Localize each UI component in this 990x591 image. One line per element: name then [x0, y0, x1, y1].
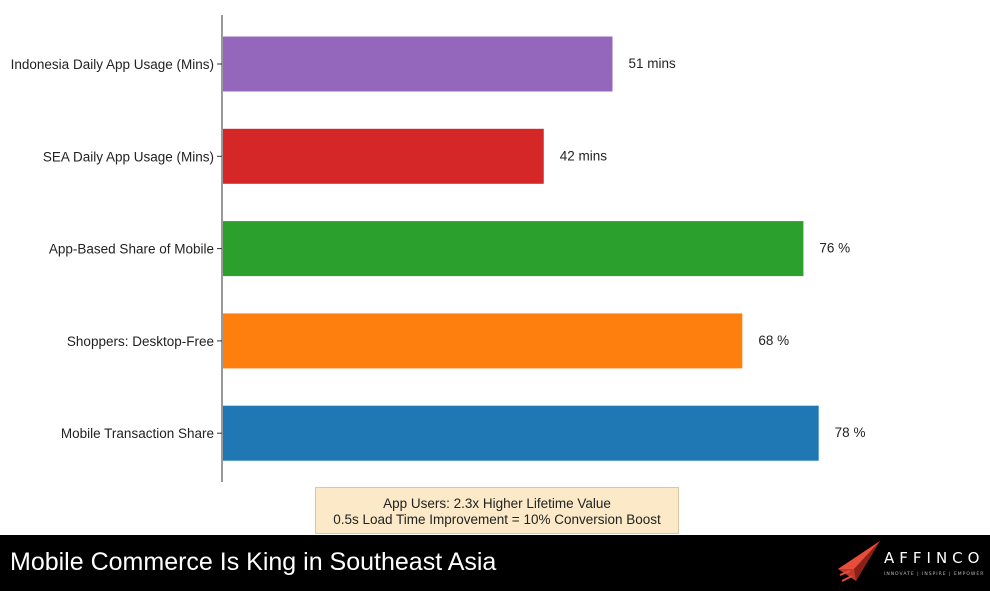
bar-3 — [223, 313, 743, 369]
paper-plane-icon — [838, 541, 880, 582]
annotation-box: App Users: 2.3x Higher Lifetime Value 0.… — [315, 487, 679, 534]
logo-tagline: INNOVATE | INSPIRE | EMPOWER — [884, 572, 985, 577]
category-label-2: App-Based Share of Mobile — [49, 242, 214, 257]
value-label-3: 68 % — [758, 333, 789, 348]
logo-name: AFFINCO — [884, 549, 985, 567]
bars-group: Indonesia Daily App Usage (Mins) 51 mins S… — [11, 36, 866, 461]
annotation-line-2: 0.5s Load Time Improvement = 10% Convers… — [333, 512, 661, 527]
value-label-0: 51 mins — [628, 56, 676, 71]
value-label-4: 78 % — [835, 425, 866, 440]
value-label-1: 42 mins — [560, 148, 608, 163]
footer-bar: Mobile Commerce Is King in Southeast Asi… — [0, 535, 990, 591]
annotation-line-1: App Users: 2.3x Higher Lifetime Value — [383, 496, 611, 511]
category-label-1: SEA Daily App Usage (Mins) — [43, 149, 214, 164]
bar-0 — [223, 36, 613, 92]
category-label-3: Shoppers: Desktop-Free — [67, 334, 214, 349]
bar-1 — [223, 128, 544, 184]
bar-chart: Indonesia Daily App Usage (Mins) 51 mins S… — [11, 15, 866, 482]
bar-2 — [223, 221, 804, 277]
value-label-2: 76 % — [819, 241, 850, 256]
category-label-4: Mobile Transaction Share — [61, 426, 214, 441]
footer-title: Mobile Commerce Is King in Southeast Asi… — [10, 548, 497, 576]
chart-area: Indonesia Daily App Usage (Mins) 51 mins S… — [11, 15, 866, 482]
category-label-0: Indonesia Daily App Usage (Mins) — [11, 57, 214, 72]
bar-4 — [223, 405, 819, 461]
affinco-logo: AFFINCO INNOVATE | INSPIRE | EMPOWER — [836, 539, 986, 589]
